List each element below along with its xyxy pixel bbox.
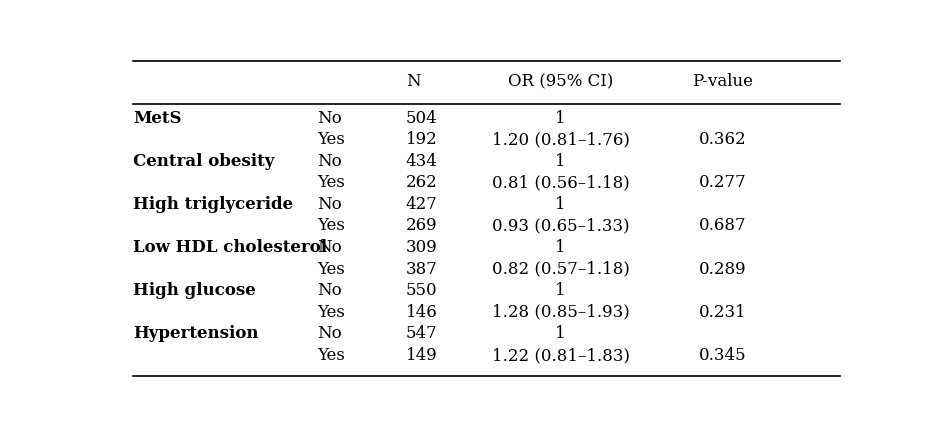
Text: Hypertension: Hypertension [133, 325, 259, 341]
Text: P-value: P-value [692, 73, 753, 90]
Text: 309: 309 [406, 239, 438, 255]
Text: 1: 1 [555, 325, 566, 341]
Text: Yes: Yes [317, 303, 346, 320]
Text: No: No [317, 282, 342, 298]
Text: 1: 1 [555, 239, 566, 255]
Text: 0.81 (0.56–1.18): 0.81 (0.56–1.18) [492, 174, 629, 191]
Text: No: No [317, 109, 342, 126]
Text: 0.277: 0.277 [698, 174, 747, 191]
Text: No: No [317, 152, 342, 169]
Text: 0.687: 0.687 [698, 217, 747, 234]
Text: 1.20 (0.81–1.76): 1.20 (0.81–1.76) [491, 131, 630, 148]
Text: High glucose: High glucose [133, 282, 256, 298]
Text: 192: 192 [406, 131, 438, 148]
Text: 149: 149 [406, 346, 438, 363]
Text: High triglyceride: High triglyceride [133, 195, 294, 212]
Text: 504: 504 [406, 109, 438, 126]
Text: 0.362: 0.362 [698, 131, 747, 148]
Text: 0.231: 0.231 [698, 303, 747, 320]
Text: No: No [317, 195, 342, 212]
Text: 1: 1 [555, 109, 566, 126]
Text: Central obesity: Central obesity [133, 152, 275, 169]
Text: 0.93 (0.65–1.33): 0.93 (0.65–1.33) [492, 217, 629, 234]
Text: 262: 262 [406, 174, 438, 191]
Text: 550: 550 [406, 282, 438, 298]
Text: Yes: Yes [317, 131, 346, 148]
Text: 0.345: 0.345 [698, 346, 747, 363]
Text: Low HDL cholesterol: Low HDL cholesterol [133, 239, 328, 255]
Text: 269: 269 [406, 217, 438, 234]
Text: Yes: Yes [317, 260, 346, 277]
Text: 0.289: 0.289 [698, 260, 747, 277]
Text: 1: 1 [555, 195, 566, 212]
Text: 547: 547 [406, 325, 438, 341]
Text: 1: 1 [555, 282, 566, 298]
Text: 387: 387 [406, 260, 438, 277]
Text: 1: 1 [555, 152, 566, 169]
Text: Yes: Yes [317, 346, 346, 363]
Text: 434: 434 [406, 152, 438, 169]
Text: N: N [406, 73, 421, 90]
Text: 0.82 (0.57–1.18): 0.82 (0.57–1.18) [491, 260, 630, 277]
Text: 427: 427 [406, 195, 438, 212]
Text: No: No [317, 325, 342, 341]
Text: No: No [317, 239, 342, 255]
Text: Yes: Yes [317, 174, 346, 191]
Text: MetS: MetS [133, 109, 182, 126]
Text: 1.28 (0.85–1.93): 1.28 (0.85–1.93) [492, 303, 629, 320]
Text: OR (95% CI): OR (95% CI) [508, 73, 613, 90]
Text: 146: 146 [406, 303, 438, 320]
Text: 1.22 (0.81–1.83): 1.22 (0.81–1.83) [491, 346, 630, 363]
Text: Yes: Yes [317, 217, 346, 234]
